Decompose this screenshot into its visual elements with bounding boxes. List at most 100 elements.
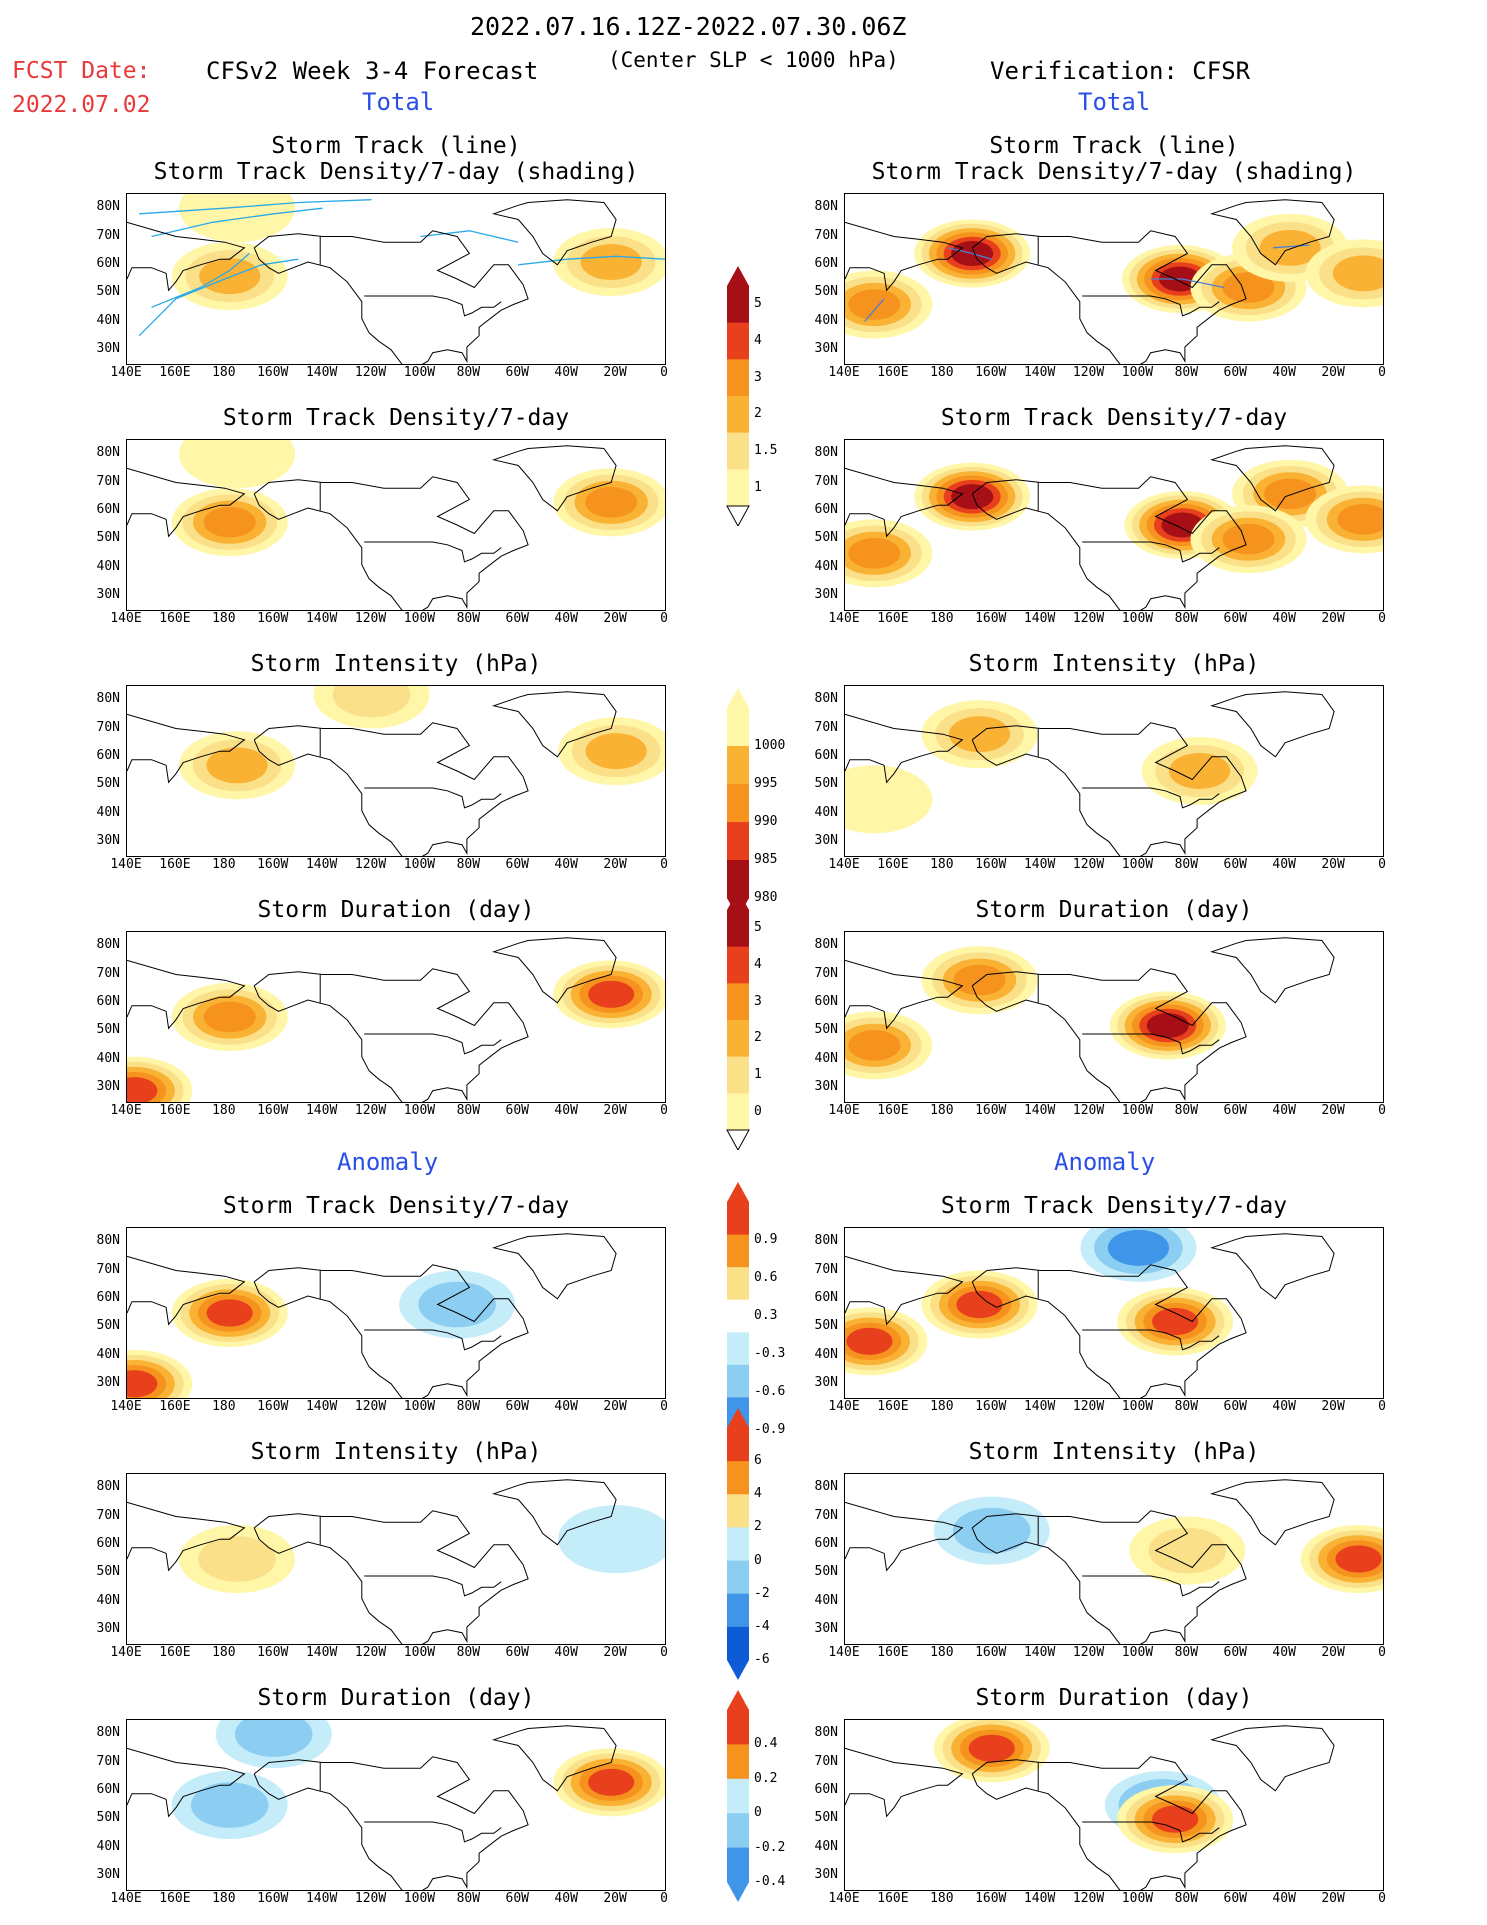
lon-tick-label: 0 [1378,1103,1386,1118]
lat-tick-label: 80N [96,937,120,953]
map-panel-obs-density: 80N 70N 60N 50N 40N 30N 140E 160E 180 160W 140W 120… [815,439,1386,626]
colorbar-swatch [727,1626,749,1661]
lat-tick-label: 30N [96,1866,120,1882]
lon-tick-label: 80W [456,365,481,380]
lat-tick-label: 60N [96,1781,120,1797]
shading-mark [1152,1307,1199,1336]
lon-tick-label: 0 [660,1645,668,1660]
map-frame [126,931,666,1103]
shading-mark [585,487,638,518]
colorbar-arrow [727,1182,749,1202]
lon-tick-label: 120W [354,611,387,626]
shading-mark [1146,1013,1189,1038]
lon-tick-label: 140E [828,365,860,380]
shading-mark [952,1507,1031,1554]
fcst-date-value: 2022.07.02 [12,92,151,118]
coastline [492,937,617,1004]
coastline [845,713,964,784]
panel-title: Storm Duration (day) [975,897,1253,923]
colorbar-label: 2 [754,1519,762,1535]
coastline [971,476,1247,610]
shading-mark [848,289,901,320]
colorbar-intensity: 1000 995 990 985 980 [726,688,785,922]
map-canvas [127,1720,665,1890]
lon-tick-label: 40W [1272,1103,1296,1118]
shading-mark [1148,1527,1227,1574]
shading-mark [845,765,933,834]
lon-tick-label: 140W [305,1891,338,1906]
map-panel-fcst-anom-intensity: 80N 70N 60N 50N 40N 30N 140E 160E 180 160W 140W 120… [97,1473,668,1660]
lon-tick-label: 0 [660,857,668,872]
shading-mark [206,747,268,784]
colorbar-swatch [727,1202,749,1236]
panel-title: Storm Track (line) [989,133,1239,159]
lon-tick-label: 140W [305,1103,338,1118]
lon-tick-label: 140E [828,1399,860,1414]
colorbar-swatch [727,1428,749,1462]
lon-tick-label: 160E [877,365,909,380]
lat-tick-label: 80N [814,445,838,461]
coastline [253,722,529,856]
lon-tick-label: 160W [257,1103,289,1118]
colorbar-label: 990 [754,814,778,829]
coastline [364,1575,502,1597]
storm-track-line [864,298,885,322]
lat-tick-label: 70N [96,1507,120,1523]
lat-tick-label: 40N [96,804,120,820]
lon-tick-label: 40W [1272,1399,1296,1414]
colorbar-graphic [726,266,750,528]
shading-mark [190,1782,269,1828]
colorbar-swatch [727,1093,749,1131]
lon-tick-label: 180 [930,1399,954,1414]
colorbar-label: -0.2 [754,1839,786,1855]
colorbar-swatch [727,822,749,861]
colorbar-swatch [727,746,749,785]
lat-tick-label: 70N [814,719,838,735]
lon-tick-label: 80W [456,1891,481,1906]
storm-track-line [420,230,519,243]
coastline [253,1510,529,1644]
colorbar-swatch [727,946,749,984]
coastline [1210,937,1335,1004]
lon-tick-label: 180 [930,1891,954,1906]
coastline [845,221,964,292]
lat-tick-label: 50N [96,776,120,792]
panel-title: Storm Track Density/7-day [222,1193,570,1219]
lon-tick-label: 60W [1223,1891,1247,1906]
shading-mark [1107,1229,1170,1266]
coastline [492,1479,617,1546]
colorbar-label: 4 [754,957,762,972]
lon-tick-label: 160E [159,1645,191,1660]
lon-tick-label: 160W [975,365,1007,380]
shading-mark [588,980,635,1008]
coastline [1210,445,1335,512]
lon-tick-label: 140W [1023,1399,1056,1414]
colorbar-arrow [726,505,750,528]
lon-tick-label: 180 [212,857,236,872]
map-canvas [127,1479,665,1644]
map-panel-obs-track: 80N 70N 60N 50N 40N 30N 140E 160E 180 160W 140W 120… [815,193,1386,380]
lon-tick-label: 140E [110,1891,142,1906]
storm-track-line [1272,244,1310,249]
lat-tick-label: 60N [814,1289,838,1305]
lon-tick-label: 80W [456,611,481,626]
colorbar-label: 0.3 [754,1308,778,1323]
lon-tick-label: 60W [505,1645,529,1660]
shading-mark [198,1536,276,1582]
lon-tick-label: 80W [1174,611,1199,626]
map-frame [844,193,1384,365]
colorbar-swatch [727,983,749,1021]
lon-tick-label: 140E [828,611,860,626]
shading-mark [203,1001,256,1033]
colorbar-label: 980 [754,890,778,905]
colorbar-label: 1000 [754,738,786,753]
coastline [492,445,617,512]
colorbar-anom_duration: 0.4 0.2 0 -0.2 -0.4 [726,1690,785,1906]
lon-tick-label: 80W [456,1645,481,1660]
lat-tick-label: 40N [814,558,838,574]
lon-tick-label: 20W [603,857,627,872]
lon-tick-label: 40W [554,1103,578,1118]
lat-tick-label: 30N [814,1866,838,1882]
lon-tick-label: 80W [1174,1103,1199,1118]
map-panel-fcst-duration: 80N 70N 60N 50N 40N 30N 140E 160E 180 160W 140W 120… [97,931,668,1118]
